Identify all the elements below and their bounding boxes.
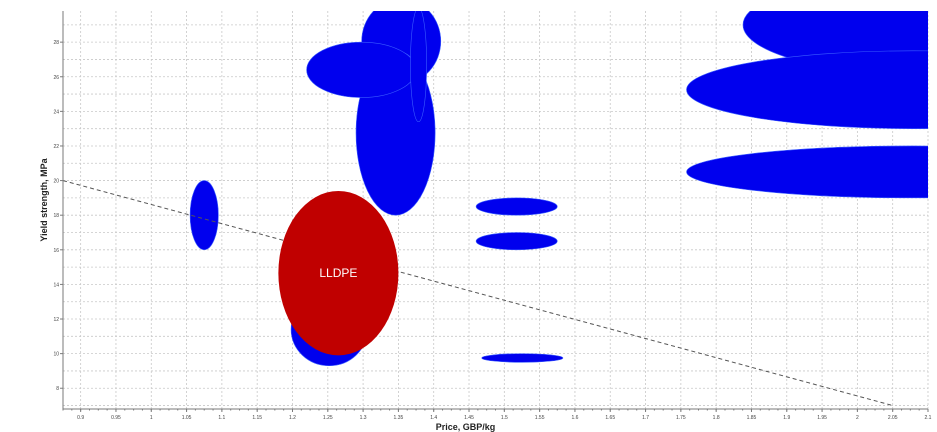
x-tick-label: 1.1 <box>218 415 225 421</box>
x-tick-label: 1.55 <box>535 415 545 421</box>
x-tick-label: 1.35 <box>394 415 404 421</box>
y-tick-label: 20 <box>53 179 59 185</box>
y-tick-label: 10 <box>53 352 59 358</box>
x-tick-label: 1.65 <box>605 415 615 421</box>
y-tick-label: 12 <box>53 317 59 323</box>
x-tick-label: 1.05 <box>182 415 192 421</box>
x-tick-label: 1.4 <box>430 415 437 421</box>
x-tick-label: 1.7 <box>642 415 649 421</box>
y-tick-label: 16 <box>53 248 59 254</box>
x-tick-label: 1.15 <box>252 415 262 421</box>
material-bubble <box>686 145 928 199</box>
selection-guideline <box>63 180 893 407</box>
x-tick-label: 1.45 <box>464 415 474 421</box>
x-tick-label: 1.8 <box>713 415 720 421</box>
material-bubble <box>686 50 928 129</box>
x-tick-label: 1.25 <box>323 415 333 421</box>
x-tick-label: 1 <box>150 415 153 421</box>
y-axis-title: Yield strength, MPa <box>39 157 49 241</box>
x-tick-label: 1.75 <box>676 415 686 421</box>
selection-line-layer <box>63 180 893 407</box>
material-bubble <box>475 232 558 251</box>
material-bubble <box>481 353 564 363</box>
y-tick-label: 28 <box>53 40 59 46</box>
x-tick-label: 1.85 <box>747 415 757 421</box>
y-tick-label: 22 <box>53 144 59 150</box>
y-tick-label: 14 <box>53 282 59 288</box>
x-tick-label: 1.5 <box>501 415 508 421</box>
highlight-layer: LLDPE <box>278 190 399 356</box>
x-tick-label: 2.05 <box>888 415 898 421</box>
x-tick-label: 1.2 <box>289 415 296 421</box>
y-tick-label: 8 <box>56 386 59 392</box>
material-bubble <box>189 180 219 251</box>
material-bubble <box>306 41 417 98</box>
material-bubble <box>475 197 558 216</box>
x-axis-title: Price, GBP/kg <box>436 422 496 432</box>
highlight-bubble-label: LLDPE <box>319 266 357 280</box>
x-tick-label: 0.9 <box>77 415 84 421</box>
axes: 0.9 0.95 1 1.05 1.1 1.15 1.2 1.25 1.3 1.35 1.4 1.45… <box>53 11 932 421</box>
y-tick-label: 26 <box>53 75 59 81</box>
y-tick-label: 24 <box>53 109 59 115</box>
x-tick-label: 1.95 <box>817 415 827 421</box>
x-tick-label: 2 <box>856 415 859 421</box>
x-tick-label: 0.95 <box>111 415 121 421</box>
material-bubble <box>410 11 427 123</box>
x-tick-label: 1.3 <box>360 415 367 421</box>
x-tick-label: 2.1 <box>925 415 932 421</box>
y-tick-label: 18 <box>53 213 59 219</box>
x-tick-label: 1.9 <box>783 415 790 421</box>
highlight-bubble-lldpe <box>278 190 399 356</box>
x-tick-label: 1.6 <box>571 415 578 421</box>
